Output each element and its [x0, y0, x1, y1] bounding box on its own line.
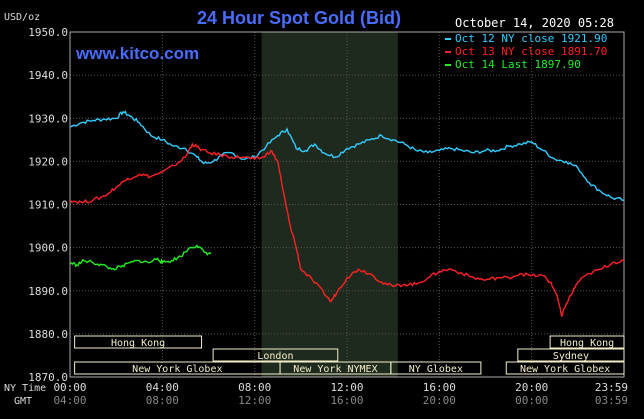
- legend-entry: Oct 12 NY close 1921.90: [455, 32, 607, 45]
- session-bar: [390, 361, 482, 375]
- session-label: Hong Kong: [560, 338, 614, 349]
- series-line-oct-12: [69, 110, 624, 201]
- session-bars: Hong Kong London New York Globex New York N…: [74, 335, 625, 375]
- x-axis-label-gmt: GMT: [14, 396, 32, 407]
- x-tick-label-ny: 20:00: [515, 381, 548, 394]
- x-tick-label-gmt: 04:00: [53, 394, 86, 407]
- legend-entry: Oct 13 NY close 1891.70: [455, 45, 607, 58]
- session-bar: [517, 348, 625, 362]
- y-tick-label: 1900.0: [28, 242, 68, 255]
- series-line-oct-14: [69, 244, 212, 271]
- kitco-watermark: www.kitco.com: [75, 44, 199, 63]
- session-label: Hong Kong: [111, 338, 165, 349]
- y-tick-label: 1880.0: [28, 328, 68, 341]
- session-label: Sydney: [553, 351, 589, 362]
- session-bar: [505, 361, 625, 375]
- x-tick-label-gmt: 20:00: [423, 394, 456, 407]
- legend-swatch: [445, 51, 451, 53]
- x-tick-label-ny: 08:00: [238, 381, 271, 394]
- x-tick-label-ny: 00:00: [53, 381, 86, 394]
- session-label: New York NYMEX: [293, 364, 377, 375]
- y-tick-labels: 1950.0 1940.0 1930.0 1920.0 1910.0 1900.0 1890…: [28, 26, 68, 384]
- legend-swatch: [445, 38, 451, 40]
- x-tick-label-ny: 12:00: [330, 381, 363, 394]
- legend-swatch: [445, 64, 451, 66]
- y-tick-label: 1920.0: [28, 155, 68, 168]
- y-tick-label: 1890.0: [28, 285, 68, 298]
- legend-entry: Oct 14 Last 1897.90: [455, 58, 581, 71]
- x-tick-label-ny: 16:00: [423, 381, 456, 394]
- series-layer: [69, 110, 625, 317]
- x-tick-label-gmt: 03:59: [595, 394, 628, 407]
- chart-date: October 14, 2020 05:28: [455, 16, 614, 30]
- shaded-region-layer: [261, 32, 398, 377]
- plot-border: [69, 31, 625, 378]
- chart-title: 24 Hour Spot Gold (Bid): [197, 8, 401, 28]
- x-tick-label-gmt: 12:00: [238, 394, 271, 407]
- y-tick-label: 1870.0: [28, 371, 68, 384]
- y-tick-label: 1930.0: [28, 112, 68, 125]
- y-tick-label: 1940.0: [28, 69, 68, 82]
- x-tick-label-gmt: 08:00: [146, 394, 179, 407]
- series-line-oct-13: [69, 142, 625, 317]
- x-tick-label-ny: 23:59: [595, 381, 628, 394]
- session-label: NY Globex: [409, 364, 463, 375]
- session-label: New York Globex: [132, 364, 222, 375]
- x-tick-label-ny: 04:00: [146, 381, 179, 394]
- nymex-shaded-region: [261, 32, 398, 377]
- x-tick-labels: NY TimeGMT00:0004:0004:0008:0008:0012:00…: [4, 381, 628, 407]
- x-tick-label-gmt: 00:00: [515, 394, 548, 407]
- session-bar: [549, 335, 625, 349]
- x-tick-label-gmt: 16:00: [330, 394, 363, 407]
- session-bar: [74, 335, 203, 349]
- x-axis-label-ny: NY Time: [4, 383, 46, 394]
- session-label: London: [257, 351, 293, 362]
- y-tick-label: 1910.0: [28, 199, 68, 212]
- unit-label: USD/oz: [4, 12, 40, 23]
- session-label: New York Globex: [520, 364, 610, 375]
- y-tick-label: 1950.0: [28, 26, 68, 39]
- session-bar: [212, 348, 339, 362]
